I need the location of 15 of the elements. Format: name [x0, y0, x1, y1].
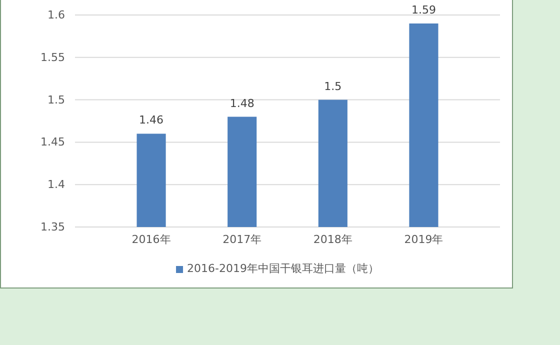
- x-tick-label: 2016年: [132, 232, 171, 246]
- y-tick-label: 1.35: [40, 220, 65, 234]
- y-tick-label: 1.55: [40, 50, 65, 64]
- data-label: 1.46: [139, 114, 164, 127]
- x-tick-label: 2019年: [404, 232, 444, 246]
- data-label: 1.48: [230, 96, 254, 110]
- y-tick-label: 1.45: [40, 136, 65, 149]
- data-label: 1.5: [324, 80, 342, 93]
- data-label: 1.59: [411, 3, 436, 16]
- y-tick-label: 1.6: [48, 8, 65, 22]
- legend-label: 2016-2019年中国干银耳进口量（吨）: [187, 262, 379, 275]
- y-tick-label: 1.4: [48, 178, 65, 192]
- x-tick-label: 2017年: [222, 232, 262, 246]
- y-tick-label: 1.5: [48, 93, 65, 106]
- x-tick-label: 2018年: [313, 232, 352, 246]
